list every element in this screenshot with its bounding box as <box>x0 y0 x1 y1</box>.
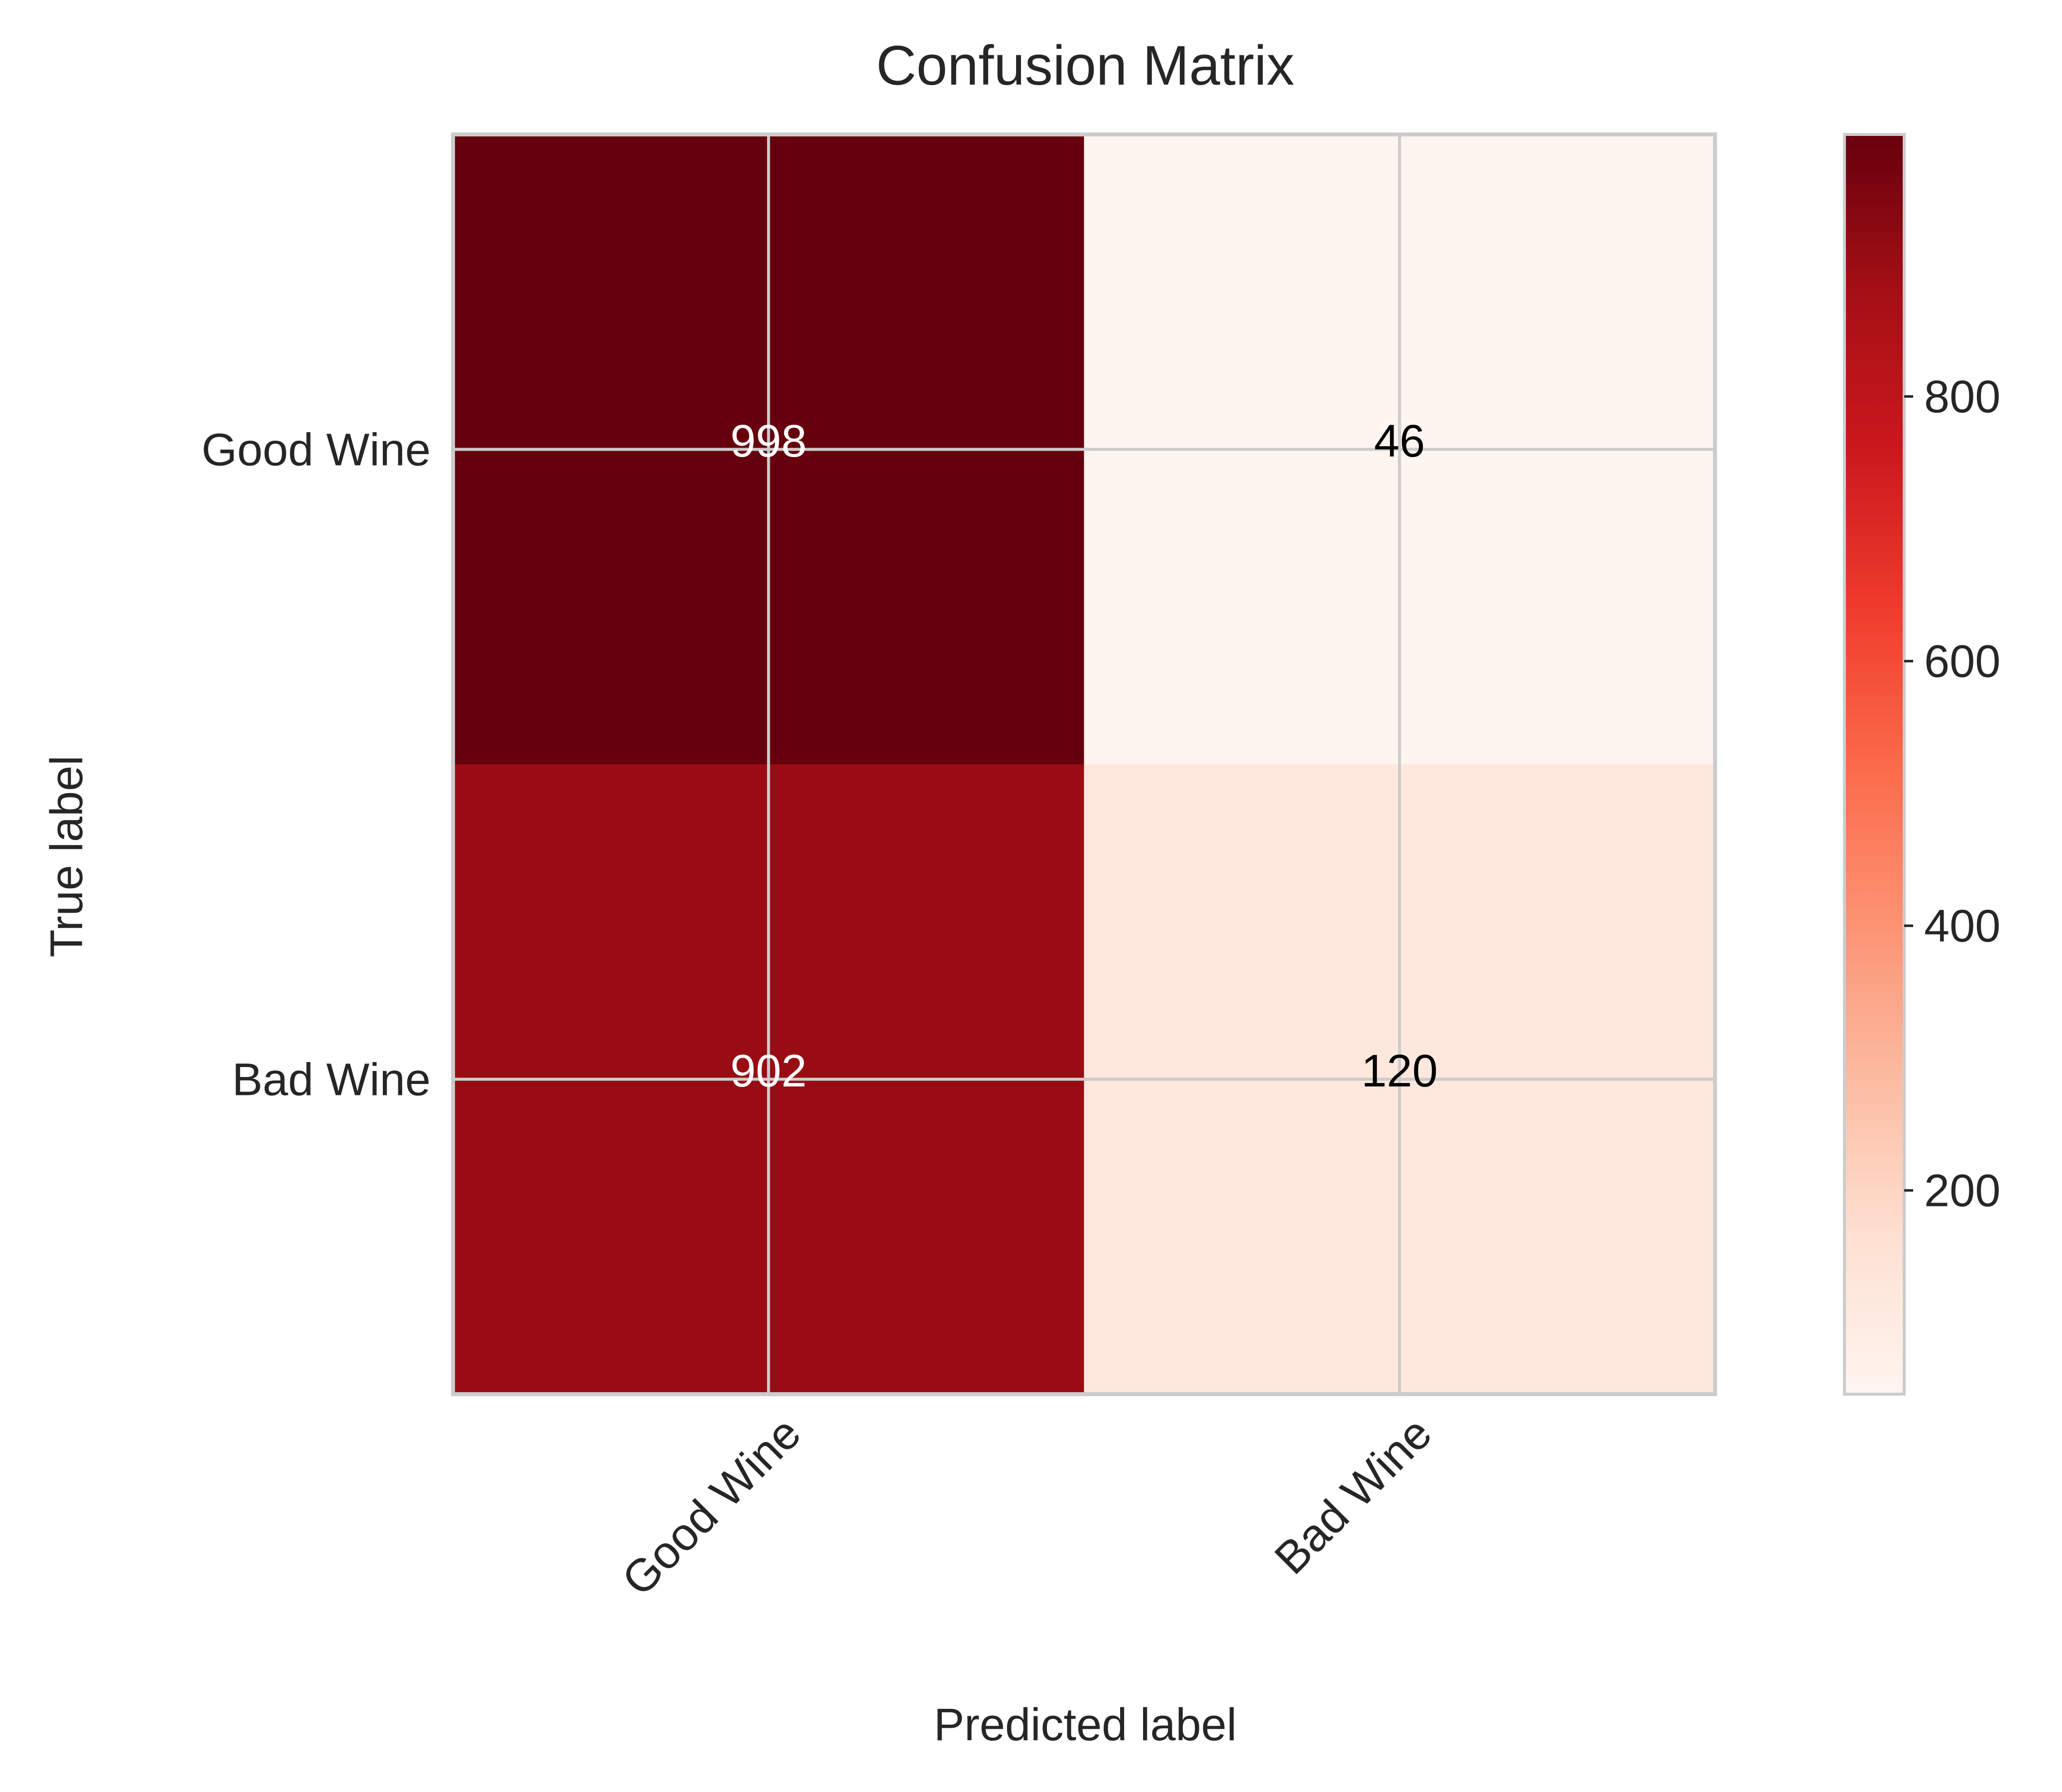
plot-border <box>451 132 1717 1396</box>
x-tick-label-0: Good Wine <box>612 1408 810 1606</box>
cell-value-label-0-1: 46 <box>1374 416 1425 467</box>
y-tick-label-1: Bad Wine <box>232 1055 431 1105</box>
colorbar-tick-label-2: 600 <box>1924 636 2001 687</box>
cell-value-label-1-1: 120 <box>1362 1046 1438 1096</box>
grid-lines <box>453 134 1715 1394</box>
colorbar-gradient-bar <box>1843 133 1906 1396</box>
heatmap-cells <box>453 134 1716 1395</box>
plot-frame <box>451 132 1717 1396</box>
chart-title: Confusion Matrix <box>876 34 1294 97</box>
colorbar-tick-labels: 200 400 600 800 <box>1904 371 2001 1216</box>
y-tick-label-0: Good Wine <box>202 425 431 476</box>
colorbar-tick-label-1: 400 <box>1924 901 2001 952</box>
cell-value-label-1-0: 902 <box>730 1046 807 1096</box>
colorbar-tick-label-3: 800 <box>1924 371 2001 422</box>
colorbar-tick-label-0: 200 <box>1924 1166 2001 1216</box>
cell-value-labels: 998 46 902 120 <box>730 416 1438 1096</box>
colorbar: 200 400 600 800 <box>1843 133 2001 1396</box>
x-axis-label: Predicted label <box>934 1699 1237 1750</box>
y-tick-labels: Good Wine Bad Wine <box>202 425 431 1105</box>
x-tick-labels: Good Wine Bad Wine <box>612 1408 1441 1606</box>
cell-value-label-0-0: 998 <box>730 416 807 467</box>
y-axis-label: True label <box>41 755 92 957</box>
x-tick-label-1: Bad Wine <box>1265 1408 1441 1584</box>
